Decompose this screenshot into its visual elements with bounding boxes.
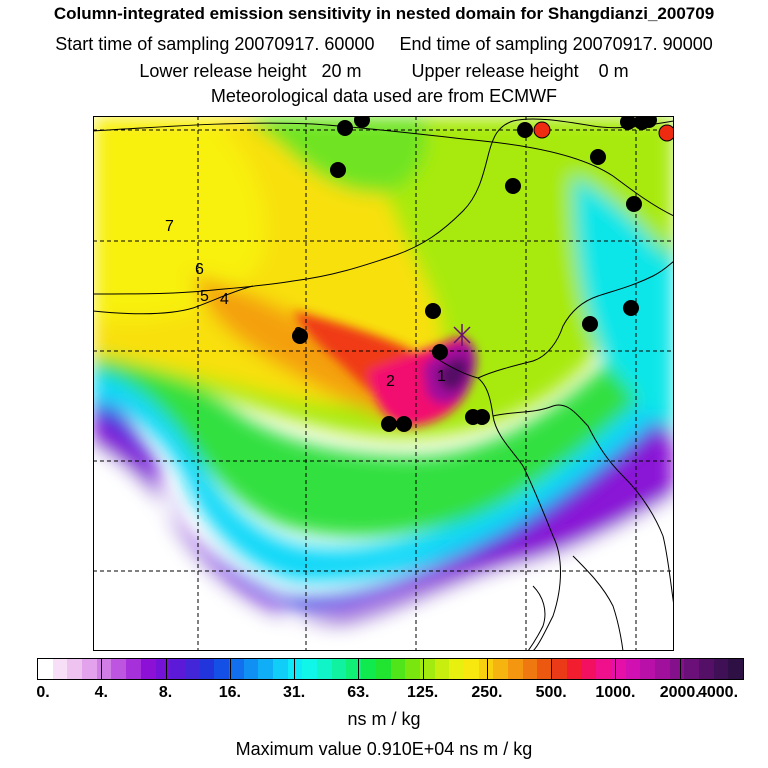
trajectory-labels: 1 2 3 4 5 6 7 (165, 218, 446, 390)
release-location-marker (453, 324, 471, 346)
colorbar-segment (713, 659, 729, 679)
colorbar-segment (346, 659, 362, 679)
colorbar-segment (111, 659, 127, 679)
sensitivity-field (93, 116, 674, 651)
emission-sensitivity-map: 1 2 3 4 5 6 7 (93, 116, 674, 651)
trajectory-label-2: 2 (386, 373, 395, 390)
sampling-times: Start time of sampling 20070917. 60000 E… (0, 34, 768, 55)
colorbar-label: 500. (535, 684, 567, 701)
end-time-label: End time of sampling 20070917. 90000 (399, 34, 713, 54)
colorbar-segment (625, 659, 641, 679)
colorbar-label: 16. (218, 684, 241, 701)
colorbar-segment (38, 659, 53, 679)
met-data-label: Meteorological data used are from ECMWF (210, 86, 558, 106)
colorbar-segment (493, 659, 508, 679)
colorbar-segment (449, 659, 464, 679)
colorbar-segment (287, 659, 303, 679)
trajectory-label-7: 7 (165, 218, 174, 235)
colorbar-segment (126, 659, 141, 679)
upper-release-label: Upper release height 0 m (411, 61, 629, 81)
colorbar-segment (214, 659, 229, 679)
colorbar-label: 250. (471, 684, 503, 701)
colorbar-segment (698, 659, 714, 679)
colorbar-segment (537, 659, 553, 679)
colorbar-label: 4. (94, 684, 108, 701)
colorbar-label: 0. (36, 684, 50, 701)
colorbar-segment (684, 659, 699, 679)
colorbar-segment (522, 659, 538, 679)
colorbar-label: 63. (347, 684, 370, 701)
trajectory-label-4: 4 (220, 291, 229, 308)
colorbar-segment (52, 659, 68, 679)
colorbar-segment (273, 659, 288, 679)
colorbar-segment (596, 659, 611, 679)
lower-release-label: Lower release height 20 m (139, 61, 362, 81)
colorbar-segment (228, 659, 244, 679)
colorbar (37, 658, 744, 680)
colorbar-label: 31. (282, 684, 306, 701)
colorbar-segment (170, 659, 185, 679)
colorbar-segment (67, 659, 83, 679)
release-heights: Lower release height 20 m Upper release … (0, 61, 768, 82)
colorbar-segment (317, 659, 332, 679)
station-points (292, 116, 674, 432)
colorbar-segment (419, 659, 435, 679)
start-time-label: Start time of sampling 20070917. 60000 (55, 34, 375, 54)
colorbar-segment (463, 659, 479, 679)
colorbar-segment (552, 659, 567, 679)
colorbar-segment (82, 659, 97, 679)
trajectory-label-6: 6 (195, 261, 204, 278)
colorbar-segment (669, 659, 685, 679)
colorbar-segment (331, 659, 347, 679)
colorbar-segment (361, 659, 376, 679)
colorbar-label: 125. (407, 684, 439, 701)
colorbar-segment (581, 659, 597, 679)
colorbar-segment (140, 659, 156, 679)
colorbar-units: ns m / kg (347, 709, 421, 729)
colorbar-segment (184, 659, 200, 679)
colorbar-label: 1000. (595, 684, 636, 701)
colorbar-segment (566, 659, 582, 679)
colorbar-segment (405, 659, 420, 679)
colorbar-label: 2000. (659, 684, 700, 701)
colorbar-segment (434, 659, 450, 679)
colorbar-segment (508, 659, 523, 679)
colorbar-segment (243, 659, 259, 679)
colorbar-segment (654, 659, 670, 679)
colorbar-segment (375, 659, 391, 679)
trajectory-label-3: 3 (294, 325, 303, 342)
colorbar-segment (302, 659, 318, 679)
colorbar-segment (478, 659, 494, 679)
colorbar-segment (390, 659, 406, 679)
colorbar-segment (728, 659, 743, 679)
lat-lon-grid (93, 116, 674, 651)
colorbar-segment (610, 659, 626, 679)
colorbar-segment (155, 659, 171, 679)
colorbar-segment (640, 659, 655, 679)
colorbar-label: 4000. (697, 684, 739, 701)
maximum-value-label: Maximum value 0.910E+04 ns m / kg (235, 739, 533, 759)
map-title: Column-integrated emission sensitivity i… (53, 4, 715, 23)
colorbar-label: 8. (158, 684, 173, 701)
coastline-borders (93, 118, 674, 651)
colorbar-segment (199, 659, 215, 679)
trajectory-label-5: 5 (200, 288, 209, 305)
colorbar-segment (96, 659, 112, 679)
trajectory-label-1: 1 (437, 368, 446, 385)
colorbar-segment (258, 659, 273, 679)
